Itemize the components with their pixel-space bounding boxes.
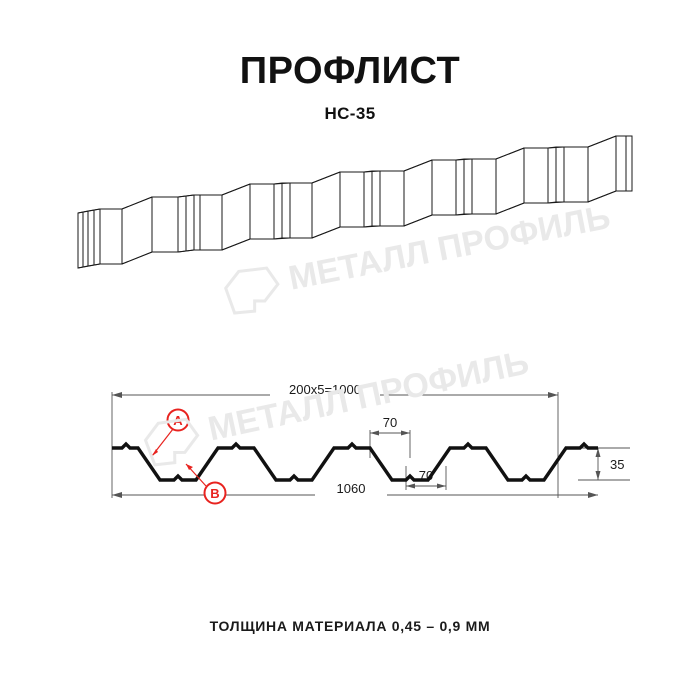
dimension-top-flange: 70 bbox=[370, 415, 410, 436]
profile-cross-section: 200x5=1000 70 70 35 bbox=[70, 370, 640, 510]
page-title: ПРОФЛИСТ bbox=[239, 50, 461, 92]
dimension-pitch-total: 200x5=1000 bbox=[112, 382, 558, 398]
iso-rib-lines bbox=[77, 135, 633, 269]
reference-marker-b: B bbox=[185, 463, 227, 505]
iso-sheet-outline bbox=[77, 135, 633, 269]
dimension-pitch-total-label: 200x5=1000 bbox=[289, 382, 361, 397]
iso-profile-geometry bbox=[77, 135, 633, 269]
profile-sheet-3d-view bbox=[60, 135, 640, 315]
page-header: ПРОФЛИСТ НС-35 bbox=[0, 50, 700, 124]
reference-marker-a-label: A bbox=[173, 413, 183, 428]
material-thickness-text: ТОЛЩИНА МАТЕРИАЛА 0,45 – 0,9 ММ bbox=[209, 618, 491, 634]
reference-marker-a: A bbox=[151, 408, 190, 457]
product-model: НС-35 bbox=[324, 103, 376, 123]
section-profile-line bbox=[112, 441, 598, 482]
dimension-height: 35 bbox=[595, 448, 624, 480]
reference-marker-b-label: B bbox=[210, 486, 219, 501]
material-thickness-note: ТОЛЩИНА МАТЕРИАЛА 0,45 – 0,9 ММ bbox=[0, 618, 700, 634]
dimension-height-label: 35 bbox=[610, 457, 624, 472]
dimension-overall-width-label: 1060 bbox=[337, 481, 366, 496]
dimension-overall-width: 1060 bbox=[112, 481, 598, 498]
dimension-top-flange-label: 70 bbox=[383, 415, 397, 430]
